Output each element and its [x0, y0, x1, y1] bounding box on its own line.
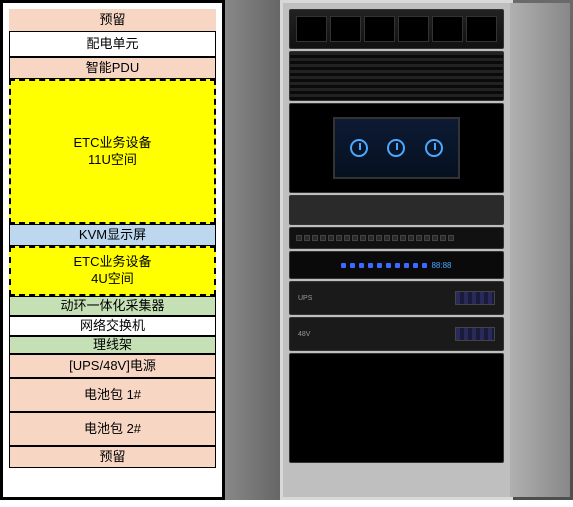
ethernet-port [448, 235, 454, 241]
module-slot [398, 16, 429, 42]
led-indicator [395, 263, 400, 268]
led-indicator [350, 263, 355, 268]
rack-slot-9: [UPS/48V]电源 [9, 354, 216, 378]
rack-slot-5: ETC业务设备 4U空间 [9, 246, 216, 296]
rack-slot-10: 电池包 1# [9, 378, 216, 412]
cabinet-item-screen [289, 103, 504, 193]
rack-slot-6: 动环一体化采集器 [9, 296, 216, 316]
power-module [455, 291, 495, 305]
ethernet-port [408, 235, 414, 241]
rack-photo: 88:88 UPS 48V [225, 0, 573, 500]
rack-slot-0: 预留 [9, 9, 216, 31]
cabinet-item-controller: 88:88 [289, 251, 504, 279]
ethernet-port [312, 235, 318, 241]
led-indicator [386, 263, 391, 268]
rack-slot-11: 电池包 2# [9, 412, 216, 446]
led-indicator [404, 263, 409, 268]
cabinet-item-top-unit [289, 9, 504, 49]
ethernet-port [400, 235, 406, 241]
ethernet-port [344, 235, 350, 241]
ethernet-port [424, 235, 430, 241]
ethernet-port [296, 235, 302, 241]
rack-slot-8: 理线架 [9, 336, 216, 354]
gauge-icon [387, 139, 405, 157]
cabinet: 88:88 UPS 48V [280, 0, 513, 500]
ethernet-port [360, 235, 366, 241]
module-slot [330, 16, 361, 42]
ethernet-port [304, 235, 310, 241]
rack-slot-7: 网络交换机 [9, 316, 216, 336]
gauge-icon [425, 139, 443, 157]
power-module [455, 327, 495, 341]
gauge-icon [350, 139, 368, 157]
led-indicator [359, 263, 364, 268]
ethernet-port [336, 235, 342, 241]
ethernet-port [432, 235, 438, 241]
cabinet-item-power: UPS [289, 281, 504, 315]
power-label: UPS [298, 295, 312, 302]
cabinet-item-blank [289, 195, 504, 225]
ethernet-port [368, 235, 374, 241]
ethernet-port [376, 235, 382, 241]
rack-slot-12: 预留 [9, 446, 216, 468]
led-indicator [422, 263, 427, 268]
rack-slot-4: KVM显示屏 [9, 224, 216, 246]
rack-slot-1: 配电单元 [9, 31, 216, 57]
cabinet-item-vents [289, 51, 504, 101]
module-slot [364, 16, 395, 42]
ethernet-port [352, 235, 358, 241]
rack-slot-2: 智能PDU [9, 57, 216, 79]
ethernet-port [440, 235, 446, 241]
rack-diagram: 预留配电单元智能PDUETC业务设备 11U空间KVM显示屏ETC业务设备 4U… [0, 0, 225, 500]
ethernet-port [416, 235, 422, 241]
power-label: 48V [298, 331, 310, 338]
led-indicator [413, 263, 418, 268]
ethernet-port [392, 235, 398, 241]
cabinet-item-power: 48V [289, 317, 504, 351]
kvm-screen [333, 117, 461, 179]
controller-readout: 88:88 [431, 261, 451, 270]
module-slot [296, 16, 327, 42]
module-slot [466, 16, 497, 42]
ethernet-port [328, 235, 334, 241]
cabinet-item-switch [289, 227, 504, 249]
rack-slot-3: ETC业务设备 11U空间 [9, 79, 216, 224]
led-indicator [377, 263, 382, 268]
module-slot [432, 16, 463, 42]
led-indicator [368, 263, 373, 268]
ethernet-port [384, 235, 390, 241]
led-indicator [341, 263, 346, 268]
ethernet-port [320, 235, 326, 241]
cabinet-item-empty [289, 353, 504, 463]
